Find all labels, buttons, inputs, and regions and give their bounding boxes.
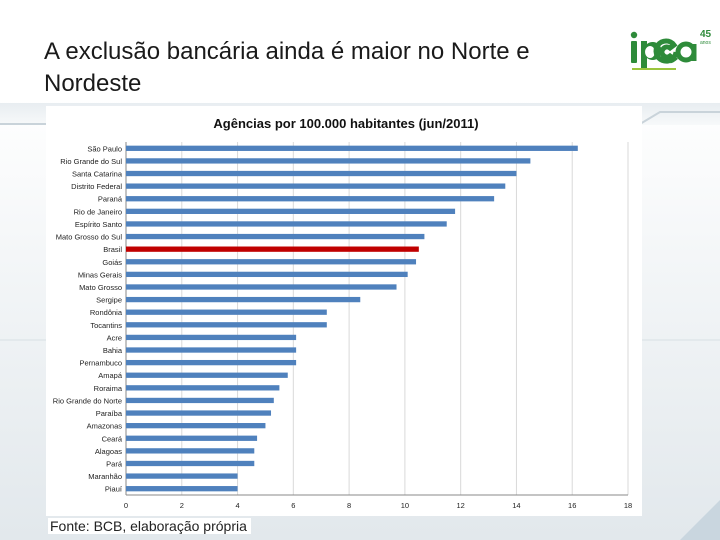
bar-roraima [126, 385, 280, 391]
bar-rondonia [126, 309, 327, 315]
x-tick-label: 0 [124, 501, 128, 510]
category-label: Paraná [98, 195, 123, 204]
category-label: Mato Grosso [79, 283, 122, 292]
chart-category-labels: São Paulo Rio Grande do Sul Santa Catarina… [53, 144, 123, 493]
x-tick-label: 14 [512, 501, 520, 510]
x-tick-label: 8 [347, 501, 351, 510]
ipea-logo: 45 anos [630, 29, 712, 70]
chart-panel: Agências por 100.000 habitantes (jun/201… [46, 106, 642, 516]
chart-gridlines [125, 142, 629, 496]
bar-pernambuco [126, 359, 297, 366]
bar-amapa [126, 372, 288, 378]
bar-chart: Agências por 100.000 habitantes (jun/201… [53, 116, 632, 510]
category-label: Mato Grosso do Sul [56, 233, 123, 242]
x-tick-label: 16 [568, 501, 576, 510]
ipea-wordmark [630, 31, 697, 69]
bar-paraiba [126, 410, 272, 416]
bar-amazonas [126, 423, 266, 429]
slide-title: A exclusão bancária ainda é maior no Nor… [44, 38, 530, 97]
bar-alagoas [126, 448, 255, 454]
category-label: São Paulo [87, 144, 122, 153]
category-label: Rio Grande do Norte [53, 396, 122, 405]
category-label: Paraíba [96, 409, 123, 418]
bar-mato-grosso-do-sul [126, 233, 425, 240]
category-label: Distrito Federal [71, 182, 122, 191]
category-label: Amapá [98, 371, 123, 380]
category-label: Amazonas [87, 422, 123, 431]
bar-maranhao [126, 473, 238, 479]
logo-badge-sub: anos [700, 40, 711, 46]
bar-goias [126, 259, 417, 265]
bar-acre [126, 334, 297, 341]
category-label: Bahia [103, 346, 123, 355]
bar-para [126, 460, 255, 467]
category-label: Brasil [103, 245, 122, 254]
category-label: Roraima [94, 384, 123, 393]
bar-rio-grande-do-norte [126, 397, 274, 404]
x-tick-label: 12 [456, 501, 464, 510]
x-tick-label: 2 [180, 501, 184, 510]
bar-brasil [126, 246, 419, 252]
bar-mato-grosso [126, 284, 397, 290]
category-label: Espírito Santo [75, 220, 122, 229]
category-label: Rio Grande do Sul [60, 157, 122, 166]
category-label: Pernambuco [79, 359, 122, 368]
bar-sergipe [126, 296, 361, 303]
category-label: Rio de Janeiro [74, 207, 122, 216]
bar-rio-grande-do-sul [126, 158, 531, 164]
logo-tagline-bar [632, 68, 676, 70]
x-tick-label: 10 [401, 501, 409, 510]
x-tick-label: 4 [235, 501, 239, 510]
bar-tocantins [126, 322, 327, 328]
bar-ceara [126, 435, 258, 441]
category-label: Alagoas [95, 447, 122, 456]
bar-santa-catarina [126, 170, 517, 177]
category-label: Pará [106, 459, 123, 468]
bar-parana [126, 196, 495, 202]
category-label: Acre [107, 333, 122, 342]
chart-bars [126, 145, 578, 492]
category-label: Sergipe [96, 296, 122, 305]
category-label: Rondônia [90, 308, 123, 317]
bar-bahia [126, 347, 297, 353]
x-tick-label: 18 [624, 501, 632, 510]
bar-rio-de-janeiro [126, 208, 456, 214]
logo-badge: 45 [700, 29, 712, 40]
category-label: Ceará [102, 434, 123, 443]
category-label: Tocantins [90, 321, 122, 330]
source-note: Fonte: BCB, elaboração própria [48, 518, 251, 534]
x-tick-label: 6 [291, 501, 295, 510]
bar-piaui [126, 486, 238, 492]
category-label: Maranhão [88, 472, 122, 481]
chart-title: Agências por 100.000 habitantes (jun/201… [213, 116, 478, 131]
bar-minas-gerais [126, 271, 408, 278]
category-label: Piauí [105, 485, 123, 494]
bar-distrito-federal [126, 183, 506, 189]
category-label: Goiás [102, 258, 122, 267]
category-label: Santa Catarina [72, 170, 123, 179]
chart-x-tick-labels: 0 2 4 6 8 10 12 14 16 18 [124, 501, 632, 510]
category-label: Minas Gerais [78, 270, 122, 279]
bar-espirito-santo [126, 221, 447, 227]
bar-sao-paulo [126, 145, 578, 151]
